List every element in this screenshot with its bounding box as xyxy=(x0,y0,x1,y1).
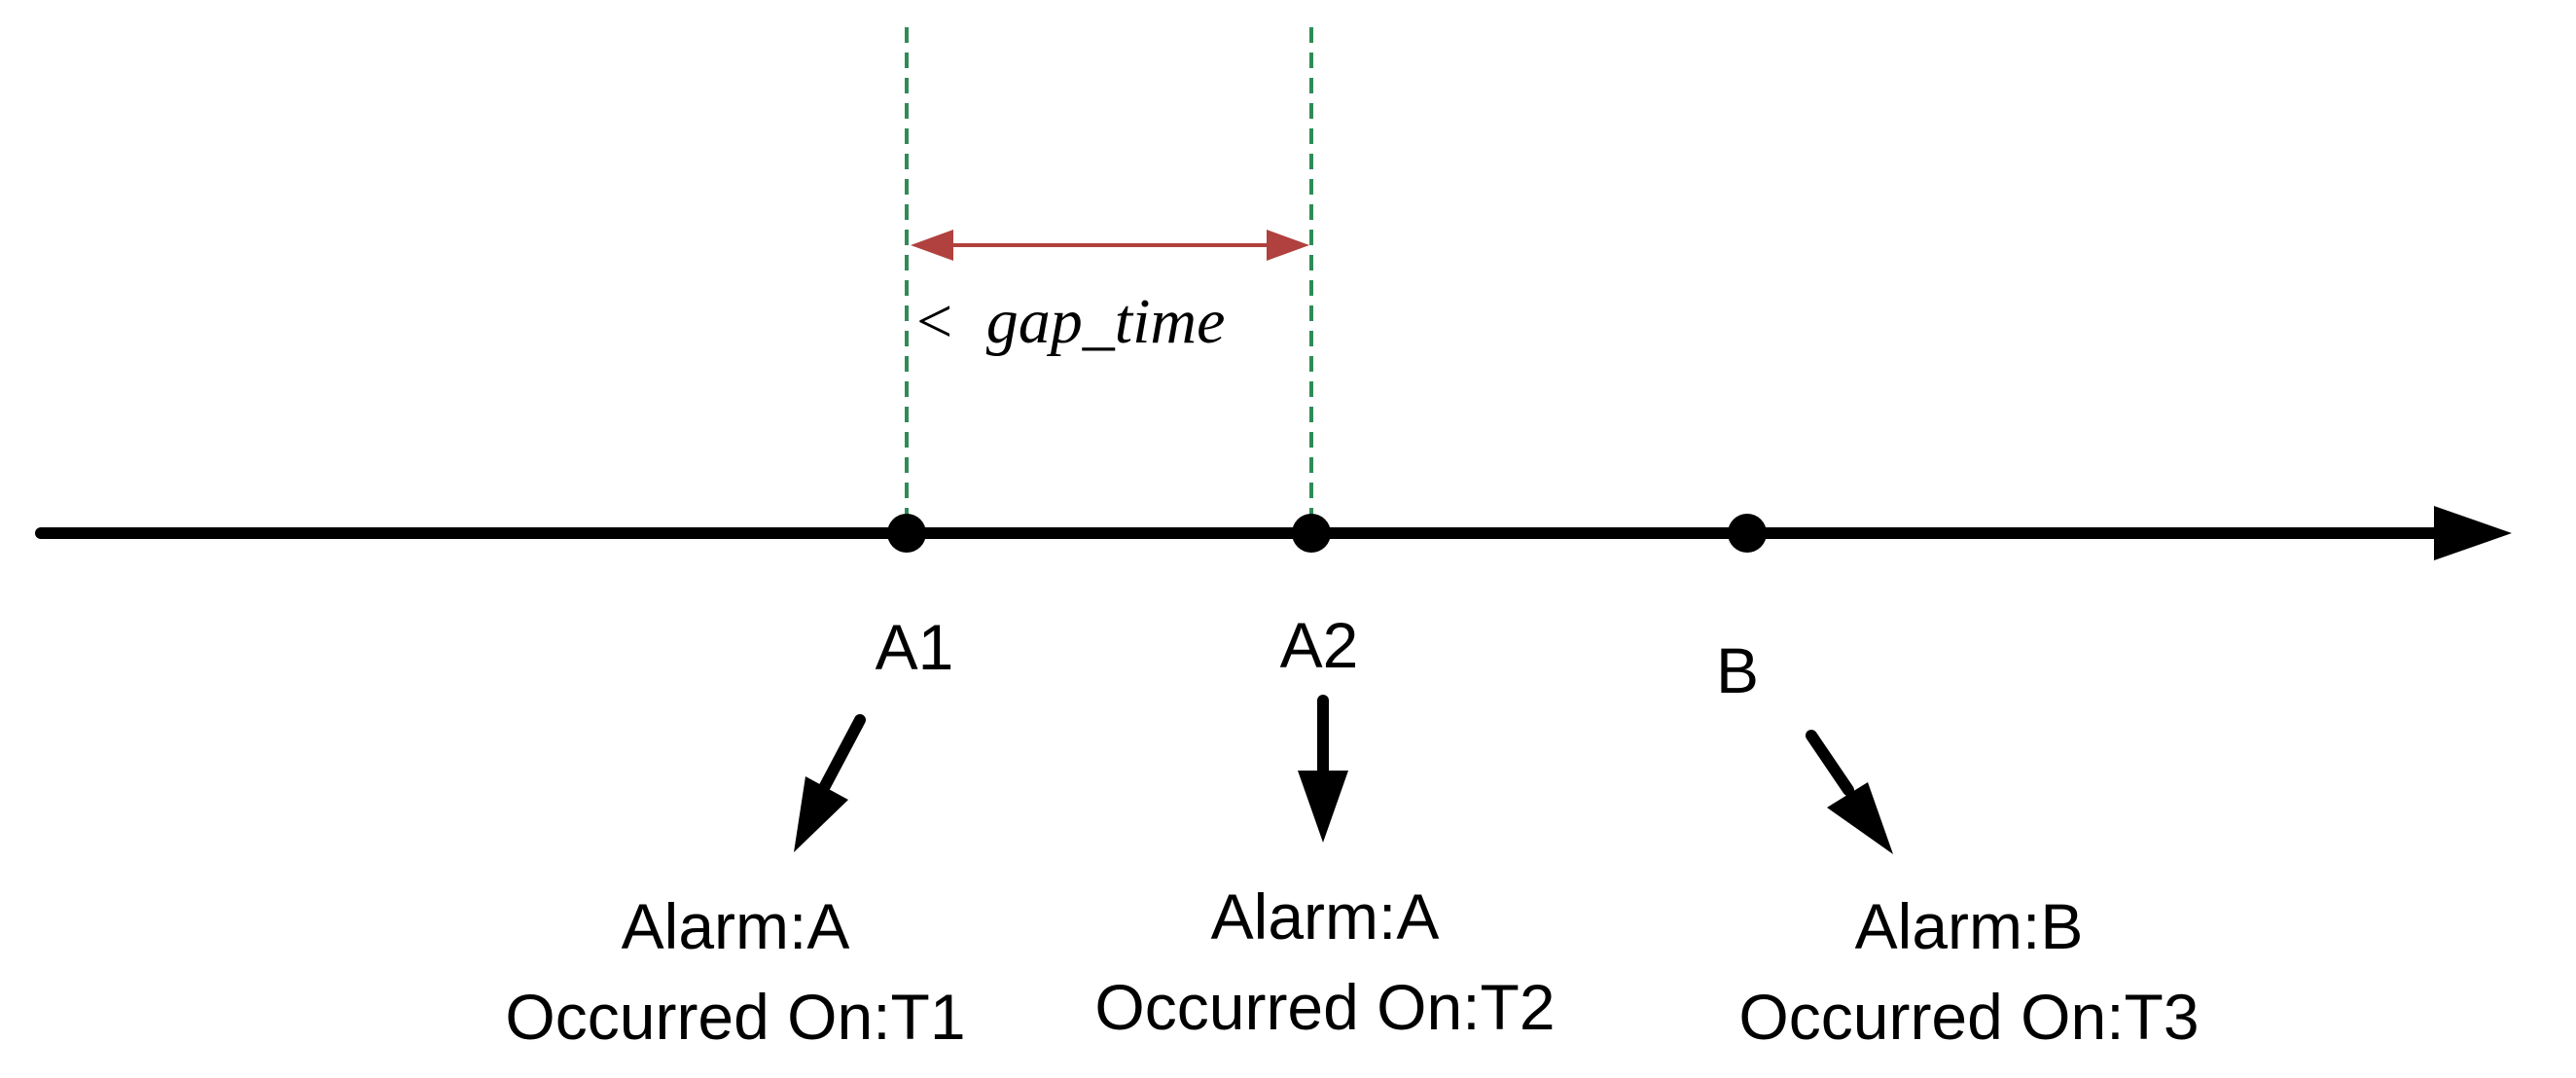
gap-arrow-left-head xyxy=(911,230,953,261)
alarm-occurred-a1: Occurred On:T1 xyxy=(505,981,965,1053)
alarm-name-b: Alarm:B xyxy=(1855,890,2084,962)
pointer-arrow-a1-head xyxy=(794,776,848,852)
event-point-a2 xyxy=(1292,514,1331,553)
timeline-arrowhead xyxy=(2434,506,2512,560)
gap-interval-arrow xyxy=(911,230,1309,261)
alarm-name-a1: Alarm:A xyxy=(622,890,850,962)
pointer-arrow-b-shaft xyxy=(1806,730,1854,796)
gap-less-than-symbol: < xyxy=(916,286,952,357)
timeline-axis xyxy=(35,506,2512,560)
event-point-b xyxy=(1728,514,1767,553)
gap-time-text: gap_time xyxy=(986,286,1226,357)
pointer-arrow-a1 xyxy=(794,714,866,852)
gap-arrow-right-head xyxy=(1267,230,1309,261)
alarm-occurred-a2: Occurred On:T2 xyxy=(1094,971,1555,1043)
event-label-b: B xyxy=(1716,634,1759,706)
alarm-name-a2: Alarm:A xyxy=(1211,880,1440,952)
alarm-occurred-b: Occurred On:T3 xyxy=(1738,981,2199,1053)
pointer-arrow-b-head xyxy=(1827,782,1893,854)
event-point-a1 xyxy=(887,514,926,553)
event-label-a2: A2 xyxy=(1280,609,1359,681)
pointer-arrow-a2-head xyxy=(1298,771,1348,843)
pointer-arrow-a1-shaft xyxy=(819,714,866,792)
pointer-arrow-b xyxy=(1806,730,1893,854)
gap-time-label: < gap_time xyxy=(916,286,1225,357)
pointer-arrow-a2 xyxy=(1298,695,1348,843)
event-label-a1: A1 xyxy=(876,611,954,683)
